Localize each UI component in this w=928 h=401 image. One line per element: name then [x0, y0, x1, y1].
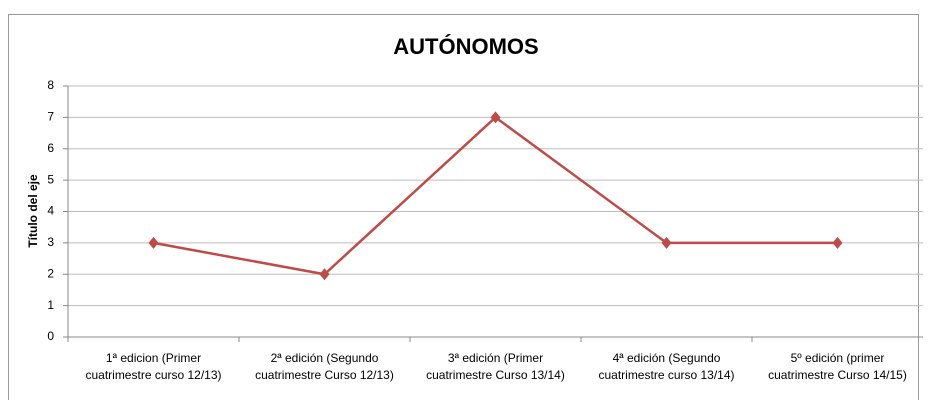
data-point: [832, 236, 843, 249]
y-tick-label: 2: [47, 266, 54, 280]
y-tick-label: 6: [47, 141, 54, 155]
data-point: [661, 236, 672, 249]
y-tick-label: 3: [47, 235, 54, 249]
y-tick-label: 7: [47, 110, 54, 124]
y-tick-label: 4: [47, 204, 54, 218]
y-axis-label: Título del eje: [26, 174, 40, 248]
y-tick-label: 1: [47, 298, 54, 312]
y-tick-label: 0: [47, 329, 54, 343]
chart-frame: [8, 14, 919, 400]
x-tick-label: 3ª edición (Primer cuatrimestre Curso 13…: [426, 351, 565, 382]
x-tick-label: 5º edición (primer cuatrimestre Curso 14…: [768, 351, 907, 382]
x-tick-label: 4ª edición (Segundo cuatrimestre curso 1…: [598, 351, 735, 382]
x-tick-label: 1ª edicion (Primer cuatrimestre curso 12…: [85, 351, 222, 382]
y-tick-label: 5: [47, 172, 54, 186]
data-point: [490, 111, 501, 124]
data-point: [148, 236, 159, 249]
chart-title: AUTÓNOMOS: [393, 34, 538, 59]
y-tick-label: 8: [47, 78, 54, 92]
x-tick-label: 2ª edición (Segundo cuatrimestre Curso 1…: [255, 351, 394, 382]
data-point: [319, 268, 330, 281]
series-line: [153, 115, 838, 276]
